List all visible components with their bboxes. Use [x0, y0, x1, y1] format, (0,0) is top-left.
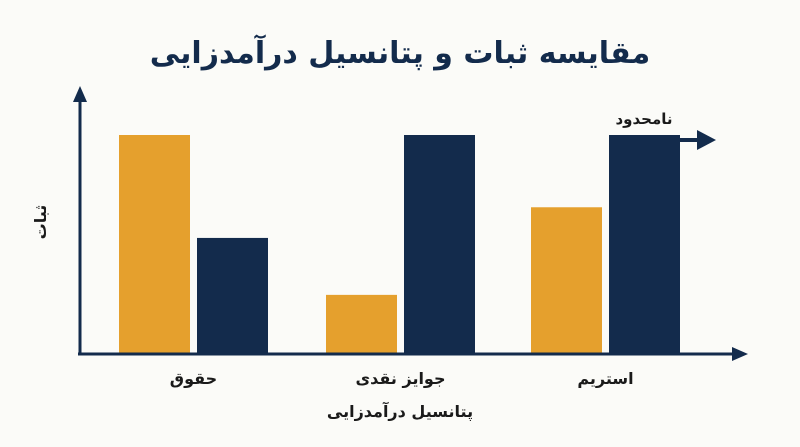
x-axis-label: پتانسیل درآمدزایی — [327, 401, 473, 422]
unlimited-arrow-icon — [697, 130, 716, 150]
bar-2-series-1 — [609, 135, 680, 354]
bar-2-series-0 — [531, 207, 602, 354]
bar-0-series-0 — [119, 135, 190, 354]
category-label-1: جوایز نقدی — [355, 369, 445, 388]
chart-title: مقایسه ثبات و پتانسیل درآمدزایی — [150, 34, 650, 71]
unlimited-annotation-label: نامحدود — [615, 110, 672, 128]
category-label-2: استریم — [577, 369, 633, 388]
x-axis-arrow-icon — [732, 347, 748, 361]
category-label-0: حقوق — [170, 369, 217, 388]
bar-1-series-0 — [326, 294, 397, 354]
y-axis-arrow-icon — [73, 86, 87, 102]
bars-group — [119, 135, 680, 354]
unlimited-annotation: نامحدود — [609, 110, 716, 150]
y-axis-label: ثبات — [31, 205, 50, 240]
category-labels: حقوق جوایز نقدی استریم — [170, 369, 634, 388]
bar-0-series-1 — [197, 237, 268, 354]
bar-1-series-1 — [404, 135, 475, 354]
